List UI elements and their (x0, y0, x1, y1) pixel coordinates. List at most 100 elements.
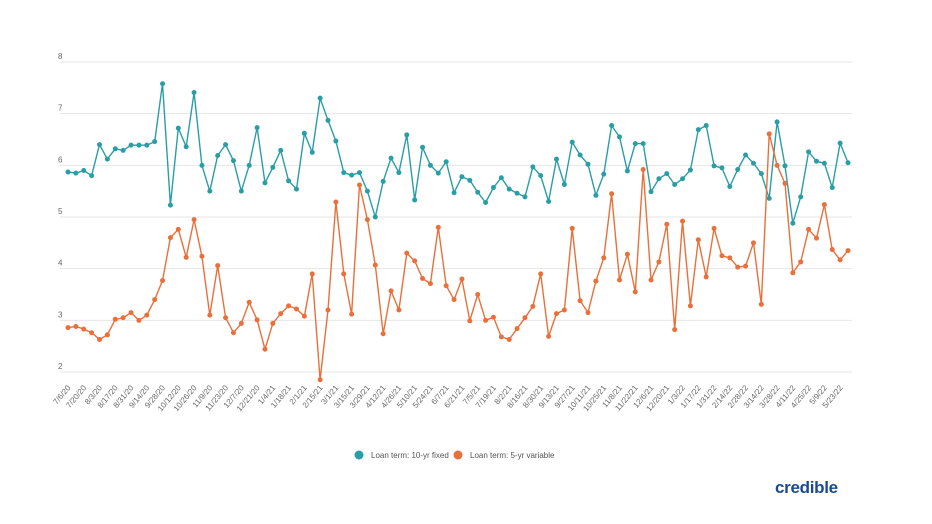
data-point[interactable] (467, 177, 473, 183)
data-point[interactable] (766, 195, 772, 201)
data-point[interactable] (459, 276, 465, 282)
data-point[interactable] (632, 141, 638, 147)
data-point[interactable] (357, 170, 363, 176)
data-point[interactable] (451, 190, 457, 196)
data-point[interactable] (357, 182, 363, 188)
data-point[interactable] (617, 277, 623, 283)
data-point[interactable] (175, 226, 181, 232)
data-point[interactable] (727, 184, 733, 190)
data-point[interactable] (199, 162, 205, 168)
data-point[interactable] (845, 248, 851, 254)
data-point[interactable] (207, 312, 213, 318)
data-point[interactable] (120, 147, 126, 153)
data-point[interactable] (73, 170, 79, 176)
data-point[interactable] (97, 142, 103, 148)
data-point[interactable] (601, 255, 607, 261)
data-point[interactable] (593, 278, 599, 284)
data-point[interactable] (632, 289, 638, 295)
data-point[interactable] (483, 200, 489, 206)
data-point[interactable] (246, 299, 252, 305)
data-point[interactable] (112, 316, 118, 322)
data-point[interactable] (514, 326, 520, 332)
data-point[interactable] (806, 149, 812, 155)
data-point[interactable] (301, 130, 307, 136)
data-point[interactable] (459, 174, 465, 180)
data-point[interactable] (837, 257, 843, 263)
data-point[interactable] (372, 214, 378, 220)
data-point[interactable] (790, 270, 796, 276)
data-point[interactable] (648, 277, 654, 283)
data-point[interactable] (136, 142, 142, 148)
data-point[interactable] (577, 298, 583, 304)
data-point[interactable] (238, 188, 244, 194)
data-point[interactable] (774, 119, 780, 125)
data-point[interactable] (782, 180, 788, 186)
data-point[interactable] (758, 171, 764, 177)
data-point[interactable] (640, 166, 646, 172)
data-point[interactable] (270, 320, 276, 326)
data-point[interactable] (223, 142, 229, 148)
data-point[interactable] (207, 188, 213, 194)
data-point[interactable] (790, 220, 796, 226)
data-point[interactable] (829, 185, 835, 191)
data-point[interactable] (467, 318, 473, 324)
data-point[interactable] (65, 325, 71, 331)
data-point[interactable] (719, 165, 725, 171)
data-point[interactable] (553, 156, 559, 162)
data-point[interactable] (427, 281, 433, 287)
data-point[interactable] (199, 253, 205, 259)
data-point[interactable] (144, 312, 150, 318)
data-point[interactable] (167, 202, 173, 208)
data-point[interactable] (561, 181, 567, 187)
data-point[interactable] (750, 160, 756, 166)
data-point[interactable] (167, 235, 173, 241)
data-point[interactable] (546, 199, 552, 204)
data-point[interactable] (160, 81, 166, 87)
data-point[interactable] (821, 202, 827, 208)
data-point[interactable] (766, 131, 772, 137)
data-point[interactable] (813, 158, 819, 164)
data-point[interactable] (412, 258, 418, 264)
data-point[interactable] (404, 250, 410, 256)
data-point[interactable] (175, 125, 181, 131)
data-point[interactable] (396, 307, 402, 313)
data-point[interactable] (829, 247, 835, 253)
data-point[interactable] (254, 125, 260, 131)
data-point[interactable] (293, 306, 299, 312)
data-point[interactable] (333, 138, 339, 144)
data-point[interactable] (711, 225, 717, 231)
data-point[interactable] (309, 271, 315, 277)
data-point[interactable] (451, 297, 457, 303)
data-point[interactable] (672, 181, 678, 187)
data-point[interactable] (538, 271, 544, 277)
data-point[interactable] (435, 170, 441, 176)
data-point[interactable] (388, 288, 394, 294)
data-point[interactable] (325, 307, 331, 313)
data-point[interactable] (711, 163, 717, 169)
data-point[interactable] (97, 336, 103, 342)
data-point[interactable] (735, 264, 741, 270)
data-point[interactable] (81, 168, 87, 173)
data-point[interactable] (656, 259, 662, 265)
data-point[interactable] (65, 169, 71, 175)
data-point[interactable] (506, 186, 512, 192)
data-point[interactable] (569, 139, 575, 145)
data-point[interactable] (538, 173, 544, 179)
data-point[interactable] (223, 315, 229, 321)
data-point[interactable] (743, 152, 749, 158)
data-point[interactable] (617, 134, 623, 140)
data-point[interactable] (372, 262, 378, 268)
data-point[interactable] (412, 197, 418, 203)
data-point[interactable] (309, 149, 315, 155)
data-point[interactable] (577, 152, 583, 158)
data-point[interactable] (498, 175, 504, 181)
data-point[interactable] (246, 162, 252, 168)
data-point[interactable] (680, 218, 686, 224)
data-point[interactable] (703, 274, 709, 280)
data-point[interactable] (420, 275, 426, 281)
data-point[interactable] (546, 333, 552, 339)
legend-item-10yr[interactable]: Loan term: 10-yr fixed (354, 450, 449, 461)
data-point[interactable] (349, 172, 355, 178)
data-point[interactable] (191, 89, 197, 95)
data-point[interactable] (569, 225, 575, 231)
